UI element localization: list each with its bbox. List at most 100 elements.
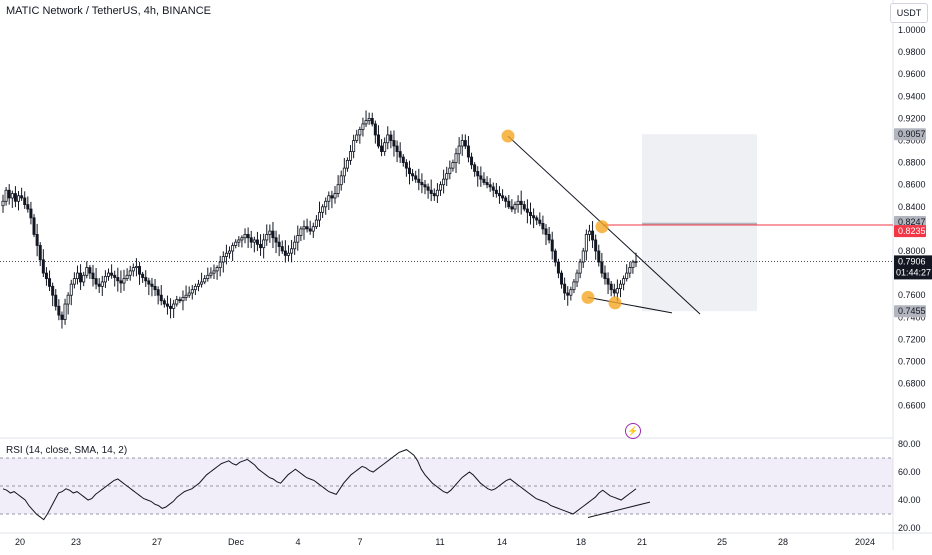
- candle-body[interactable]: [317, 211, 321, 221]
- candle-body[interactable]: [491, 186, 495, 191]
- candle-body[interactable]: [255, 239, 259, 245]
- candle-body[interactable]: [395, 145, 399, 152]
- candle-body[interactable]: [128, 270, 132, 276]
- lightning-bolt-icon[interactable]: ⚡: [625, 423, 641, 439]
- candle-body[interactable]: [364, 120, 368, 125]
- candle-body[interactable]: [271, 230, 275, 239]
- candle-body[interactable]: [516, 200, 520, 205]
- candle-body[interactable]: [10, 193, 14, 199]
- candle-body[interactable]: [153, 285, 157, 291]
- candle-body[interactable]: [159, 294, 163, 302]
- candle-body[interactable]: [345, 159, 349, 169]
- candle-body[interactable]: [141, 273, 145, 278]
- candle-body[interactable]: [569, 289, 573, 296]
- candle-body[interactable]: [41, 259, 45, 274]
- candle-body[interactable]: [209, 272, 213, 276]
- candle-body[interactable]: [215, 267, 219, 272]
- candle-body[interactable]: [591, 230, 595, 241]
- candle-body[interactable]: [522, 204, 526, 210]
- rsi-divergence-line[interactable]: [587, 501, 651, 518]
- candle-body[interactable]: [169, 305, 173, 309]
- candle-body[interactable]: [308, 228, 312, 232]
- candle-body[interactable]: [54, 294, 58, 307]
- candle-body[interactable]: [349, 151, 353, 161]
- candle-body[interactable]: [355, 134, 359, 141]
- candle-body[interactable]: [463, 140, 467, 147]
- candle-body[interactable]: [553, 250, 557, 263]
- rsi-line[interactable]: [2, 449, 637, 521]
- candle-body[interactable]: [358, 129, 362, 136]
- candle-body[interactable]: [218, 261, 222, 268]
- candle-body[interactable]: [69, 283, 73, 296]
- candle-body[interactable]: [178, 299, 182, 302]
- candle-body[interactable]: [339, 175, 343, 186]
- candle-body[interactable]: [432, 193, 436, 197]
- candle-body[interactable]: [584, 234, 588, 252]
- candle-body[interactable]: [113, 274, 117, 278]
- candle-body[interactable]: [597, 250, 601, 263]
- candle-body[interactable]: [327, 195, 331, 202]
- candle-body[interactable]: [305, 226, 309, 230]
- candle-body[interactable]: [466, 145, 470, 158]
- candle-body[interactable]: [612, 289, 616, 294]
- candle-body[interactable]: [314, 219, 318, 228]
- candle-body[interactable]: [32, 217, 36, 235]
- candle-body[interactable]: [426, 186, 430, 191]
- candle-body[interactable]: [48, 278, 52, 287]
- candle-body[interactable]: [448, 167, 452, 175]
- candle-body[interactable]: [175, 299, 179, 305]
- rsi-indicator-label[interactable]: RSI (14, close, SMA, 14, 2): [6, 445, 128, 456]
- candle-body[interactable]: [451, 162, 455, 169]
- candle-body[interactable]: [187, 292, 191, 296]
- candle-body[interactable]: [283, 250, 287, 256]
- candle-body[interactable]: [103, 276, 107, 283]
- candle-body[interactable]: [200, 281, 204, 285]
- highlight-circle[interactable]: [595, 220, 609, 234]
- candle-body[interactable]: [494, 189, 498, 194]
- support-trendline[interactable]: [587, 296, 673, 314]
- candle-body[interactable]: [131, 267, 135, 272]
- candle-body[interactable]: [88, 267, 92, 274]
- candle-body[interactable]: [23, 197, 27, 205]
- candle-body[interactable]: [119, 280, 123, 284]
- candle-body[interactable]: [321, 206, 325, 213]
- candle-body[interactable]: [442, 178, 446, 186]
- candle-body[interactable]: [203, 278, 207, 283]
- candle-body[interactable]: [94, 278, 98, 285]
- candle-body[interactable]: [324, 200, 328, 208]
- candle-body[interactable]: [1, 200, 5, 207]
- candle-body[interactable]: [249, 237, 253, 243]
- candle-body[interactable]: [535, 217, 539, 221]
- candle-body[interactable]: [134, 266, 138, 268]
- candle-body[interactable]: [550, 239, 554, 252]
- candle-body[interactable]: [296, 235, 300, 243]
- candle-body[interactable]: [17, 195, 21, 202]
- candle-body[interactable]: [435, 189, 439, 197]
- candle-body[interactable]: [172, 303, 176, 309]
- candle-body[interactable]: [162, 300, 166, 305]
- candle-body[interactable]: [60, 314, 64, 320]
- candle-body[interactable]: [44, 272, 48, 280]
- candle-body[interactable]: [110, 272, 114, 276]
- candle-body[interactable]: [243, 234, 247, 239]
- candle-body[interactable]: [299, 228, 303, 236]
- candle-body[interactable]: [286, 252, 290, 256]
- candle-body[interactable]: [57, 305, 61, 316]
- candle-body[interactable]: [190, 289, 194, 294]
- candle-body[interactable]: [380, 145, 384, 152]
- candle-body[interactable]: [529, 211, 533, 217]
- highlight-circle[interactable]: [501, 129, 515, 143]
- candle-body[interactable]: [600, 261, 604, 274]
- candle-body[interactable]: [594, 239, 598, 252]
- candle-body[interactable]: [342, 167, 346, 177]
- candle-body[interactable]: [581, 250, 585, 263]
- candle-body[interactable]: [603, 272, 607, 280]
- candle-body[interactable]: [240, 237, 244, 241]
- candle-body[interactable]: [165, 303, 169, 307]
- candle-body[interactable]: [417, 178, 421, 183]
- candle-body[interactable]: [606, 278, 610, 285]
- candle-body[interactable]: [181, 297, 185, 302]
- candle-body[interactable]: [383, 142, 387, 152]
- candle-body[interactable]: [386, 134, 390, 144]
